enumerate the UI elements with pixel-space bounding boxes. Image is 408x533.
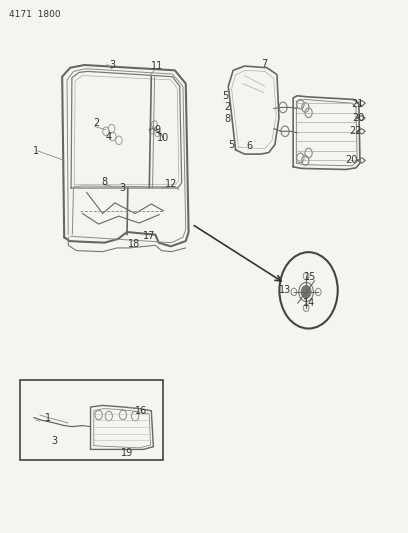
- Text: 21: 21: [351, 99, 364, 109]
- Text: 13: 13: [279, 285, 291, 295]
- Text: 4: 4: [106, 132, 112, 142]
- Text: 10: 10: [157, 133, 169, 143]
- Text: 11: 11: [151, 61, 164, 71]
- Text: 18: 18: [128, 239, 140, 249]
- Circle shape: [301, 286, 311, 298]
- Text: 14: 14: [303, 297, 315, 308]
- Text: 6: 6: [246, 141, 253, 151]
- Text: 3: 3: [51, 437, 57, 447]
- Text: 3: 3: [110, 60, 116, 70]
- Text: 2: 2: [93, 118, 100, 128]
- Text: 5: 5: [228, 140, 235, 150]
- Text: 1: 1: [33, 146, 39, 156]
- Text: 20: 20: [353, 113, 365, 123]
- Text: 12: 12: [164, 179, 177, 189]
- Text: 17: 17: [143, 231, 155, 241]
- Text: 4171  1800: 4171 1800: [9, 10, 61, 19]
- Text: 8: 8: [102, 176, 108, 187]
- Text: 8: 8: [224, 114, 231, 124]
- Text: 2: 2: [224, 102, 231, 112]
- Text: 16: 16: [135, 406, 147, 416]
- Text: 15: 15: [304, 272, 316, 282]
- Text: 5: 5: [222, 91, 228, 101]
- Text: 9: 9: [154, 125, 160, 135]
- Text: 1: 1: [45, 413, 51, 423]
- Text: 3: 3: [119, 183, 125, 193]
- Text: 22: 22: [350, 126, 362, 136]
- Text: 19: 19: [121, 448, 133, 458]
- Text: 7: 7: [262, 59, 268, 69]
- Text: 20: 20: [346, 156, 358, 165]
